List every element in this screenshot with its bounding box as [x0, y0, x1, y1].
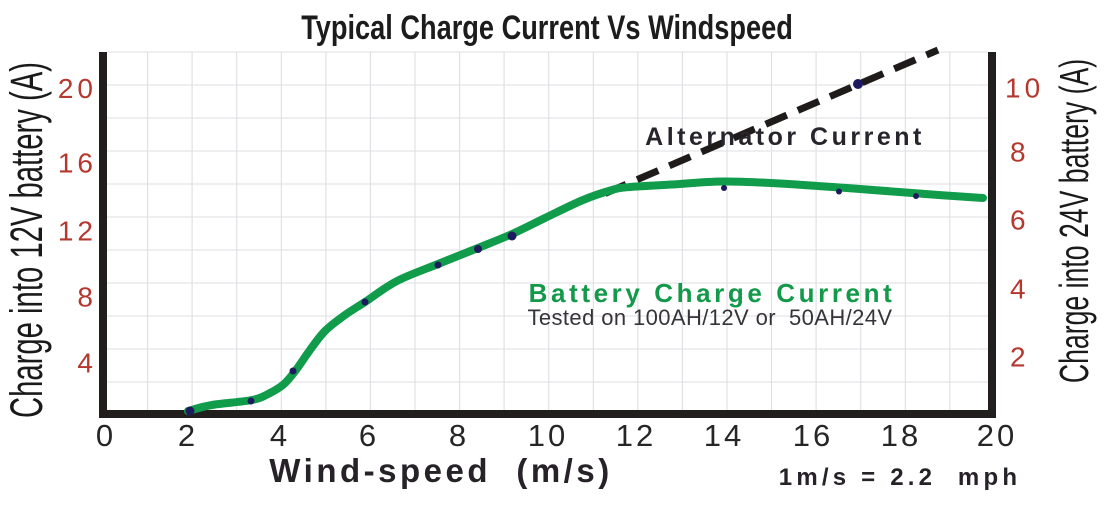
svg-text:2: 2	[1010, 342, 1030, 373]
svg-text:8: 8	[1010, 137, 1030, 168]
svg-text:10: 10	[528, 418, 568, 453]
svg-text:18: 18	[881, 418, 921, 453]
svg-text:16: 16	[793, 418, 833, 453]
svg-text:Wind-speed (m/s): Wind-speed (m/s)	[269, 452, 612, 489]
svg-text:2: 2	[178, 418, 198, 453]
svg-text:12: 12	[58, 216, 97, 247]
svg-text:1m/s = 2.2 mph: 1m/s = 2.2 mph	[779, 464, 1021, 491]
svg-text:10: 10	[1005, 73, 1044, 104]
svg-text:6: 6	[359, 418, 379, 453]
svg-text:8: 8	[77, 282, 97, 313]
svg-text:8: 8	[449, 418, 469, 453]
svg-text:16: 16	[58, 148, 97, 179]
svg-text:Typical Charge Current Vs Wind: Typical Charge Current Vs Windspeed	[301, 8, 793, 47]
svg-text:14: 14	[704, 418, 744, 453]
svg-text:Alternator Current: Alternator Current	[645, 123, 925, 151]
svg-text:4: 4	[1010, 274, 1030, 305]
svg-text:4: 4	[270, 418, 290, 453]
svg-text:0: 0	[96, 418, 116, 453]
svg-text:4: 4	[77, 348, 97, 379]
svg-text:12: 12	[616, 418, 656, 453]
svg-text:Battery Charge Current: Battery Charge Current	[529, 278, 896, 308]
svg-text:20: 20	[977, 418, 1017, 453]
svg-text:Charge into 12V battery (A): Charge into 12V battery (A)	[3, 62, 53, 418]
svg-text:6: 6	[1010, 205, 1030, 236]
svg-text:Tested on 100AH/12V or 50AH/2: Tested on 100AH/12V or 50AH/24V	[527, 305, 892, 330]
svg-text:Charge into 24V battery (A): Charge into 24V battery (A)	[1052, 59, 1097, 383]
svg-text:20: 20	[58, 73, 97, 104]
